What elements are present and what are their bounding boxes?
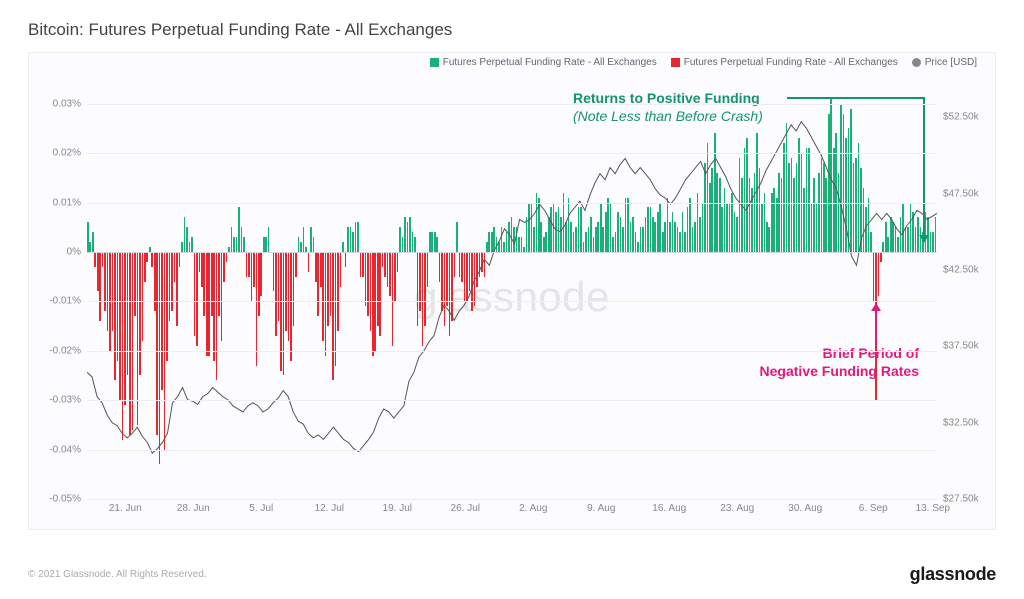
arrow-horizontal bbox=[787, 97, 923, 99]
x-tick-label: 26. Jul bbox=[451, 503, 480, 514]
y1-tick-label: 0.01% bbox=[53, 197, 81, 208]
legend-pos: Futures Perpetual Funding Rate - All Exc… bbox=[430, 57, 657, 68]
arrow-pink bbox=[875, 309, 877, 343]
chart-container: Bitcoin: Futures Perpetual Funding Rate … bbox=[0, 0, 1024, 599]
copyright: © 2021 Glassnode. All Rights Reserved. bbox=[28, 569, 207, 580]
brand-logo: glassnode bbox=[910, 564, 996, 585]
annotation-positive-line2: (Note Less than Before Crash) bbox=[573, 107, 763, 125]
legend-price-swatch bbox=[912, 58, 921, 67]
arrowhead-pink bbox=[871, 303, 881, 311]
legend-neg: Futures Perpetual Funding Rate - All Exc… bbox=[671, 57, 898, 68]
annotation-negative-line1: Brief Period of bbox=[760, 344, 919, 362]
legend-price-label: Price [USD] bbox=[925, 57, 977, 68]
x-tick-label: 23. Aug bbox=[720, 503, 754, 514]
legend: Futures Perpetual Funding Rate - All Exc… bbox=[430, 57, 977, 68]
arrow-vertical bbox=[923, 97, 925, 237]
x-tick-label: 5. Jul bbox=[249, 503, 273, 514]
footer: © 2021 Glassnode. All Rights Reserved. g… bbox=[28, 564, 996, 585]
y2-tick-label: $42.50k bbox=[943, 264, 979, 275]
x-tick-label: 2. Aug bbox=[519, 503, 547, 514]
x-tick-label: 12. Jul bbox=[315, 503, 344, 514]
chart-title: Bitcoin: Futures Perpetual Funding Rate … bbox=[28, 20, 996, 40]
annotation-positive: Returns to Positive Funding (Note Less t… bbox=[573, 89, 763, 125]
chart-area: Futures Perpetual Funding Rate - All Exc… bbox=[28, 52, 996, 530]
y1-tick-label: 0.03% bbox=[53, 98, 81, 109]
legend-pos-swatch bbox=[430, 58, 439, 67]
x-tick-label: 30. Aug bbox=[788, 503, 822, 514]
y2-tick-label: $37.50k bbox=[943, 341, 979, 352]
y1-tick-label: 0% bbox=[67, 246, 81, 257]
x-tick-label: 28. Jun bbox=[177, 503, 210, 514]
x-tick-label: 19. Jul bbox=[383, 503, 412, 514]
y1-tick-label: -0.02% bbox=[49, 345, 81, 356]
legend-pos-label: Futures Perpetual Funding Rate - All Exc… bbox=[443, 57, 657, 68]
legend-price: Price [USD] bbox=[912, 57, 977, 68]
legend-neg-label: Futures Perpetual Funding Rate - All Exc… bbox=[684, 57, 898, 68]
x-tick-label: 16. Aug bbox=[652, 503, 686, 514]
y1-tick-label: -0.01% bbox=[49, 296, 81, 307]
x-tick-label: 13. Sep bbox=[916, 503, 950, 514]
annotation-negative: Brief Period of Negative Funding Rates bbox=[760, 344, 919, 380]
y1-tick-label: -0.03% bbox=[49, 395, 81, 406]
annotation-negative-line2: Negative Funding Rates bbox=[760, 362, 919, 380]
y1-tick-label: 0.02% bbox=[53, 148, 81, 159]
arrowhead-green bbox=[919, 235, 929, 243]
price-line bbox=[87, 79, 937, 499]
y2-tick-label: $32.50k bbox=[943, 417, 979, 428]
plot-area: glassnode Returns to Positive Funding (N… bbox=[87, 79, 937, 499]
x-tick-label: 9. Aug bbox=[587, 503, 615, 514]
y2-tick-label: $52.50k bbox=[943, 112, 979, 123]
x-tick-label: 6. Sep bbox=[859, 503, 888, 514]
y2-tick-label: $47.50k bbox=[943, 188, 979, 199]
legend-neg-swatch bbox=[671, 58, 680, 67]
y1-tick-label: -0.05% bbox=[49, 494, 81, 505]
x-tick-label: 21. Jun bbox=[109, 503, 142, 514]
y1-tick-label: -0.04% bbox=[49, 444, 81, 455]
